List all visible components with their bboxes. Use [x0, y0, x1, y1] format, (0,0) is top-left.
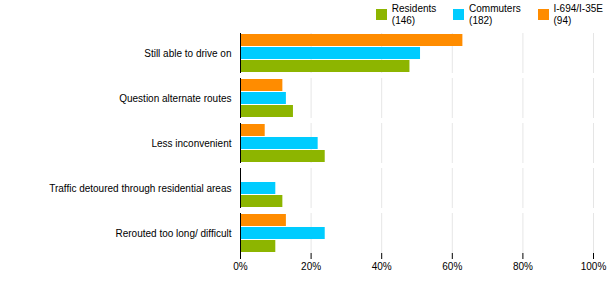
svg-text:Question alternate routes: Question alternate routes: [119, 93, 231, 104]
svg-text:80%: 80%: [513, 261, 533, 272]
svg-text:40%: 40%: [372, 261, 392, 272]
svg-text:20%: 20%: [301, 261, 321, 272]
svg-text:Traffic detoured through resid: Traffic detoured through residential are…: [49, 183, 231, 194]
html-text:Commuters (182): Commuters (182): [469, 3, 524, 26]
svg-text:Still able to drive on: Still able to drive on: [144, 48, 231, 59]
svg-text:Less inconvenient: Less inconvenient: [151, 138, 231, 149]
html-text:Residents (146): Residents (146): [391, 3, 440, 26]
svg-text:60%: 60%: [442, 261, 462, 272]
svg-text:0%: 0%: [233, 261, 248, 272]
svg-text:100%: 100%: [581, 261, 607, 272]
svg-text:Rerouted too long/ difficult: Rerouted too long/ difficult: [115, 228, 231, 239]
html-text:I-694/I-35E (94): I-694/I-35E (94): [553, 3, 603, 26]
